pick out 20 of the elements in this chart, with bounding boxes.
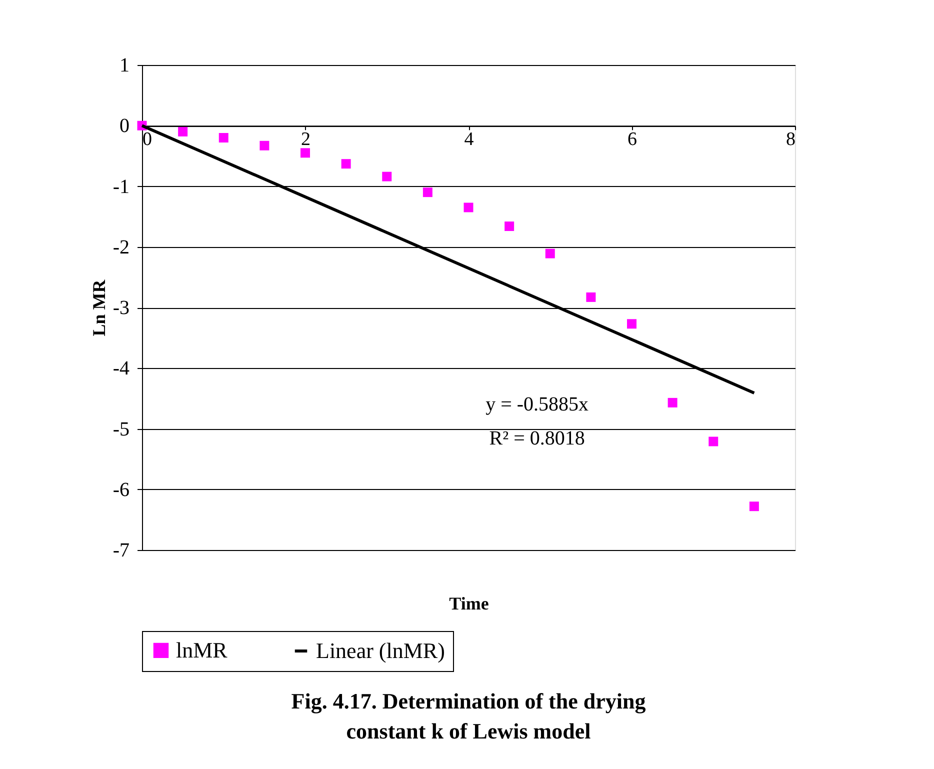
y-axis-title: Ln MR [88,278,109,336]
y-tick-label: -2 [112,236,130,258]
x-tick-label: 4 [464,129,474,150]
y-tick-label: -1 [112,176,130,198]
x-axis-title: Time [449,594,489,614]
annotation: R² = 0.8018 [489,428,585,450]
legend-label: lnMR [176,637,228,662]
y-tick-label: -7 [112,540,130,562]
x-tick-label: 0 [142,129,152,150]
x-tick-label: 6 [628,129,637,150]
x-tick-label: 2 [301,129,310,150]
y-tick-label: -4 [112,358,130,380]
legend-label: Linear (lnMR) [316,638,445,663]
y-tick-label: -6 [112,478,130,501]
annotation: y = -0.5885x [486,394,589,416]
x-tick-label: 8 [786,129,796,150]
text: Fig. 4.17. Determination of the drying constant k of Lewis model [291,688,646,744]
y-tick-label: 1 [120,54,130,76]
y-tick-label: -3 [112,297,130,319]
y-tick-label: -5 [112,418,130,440]
